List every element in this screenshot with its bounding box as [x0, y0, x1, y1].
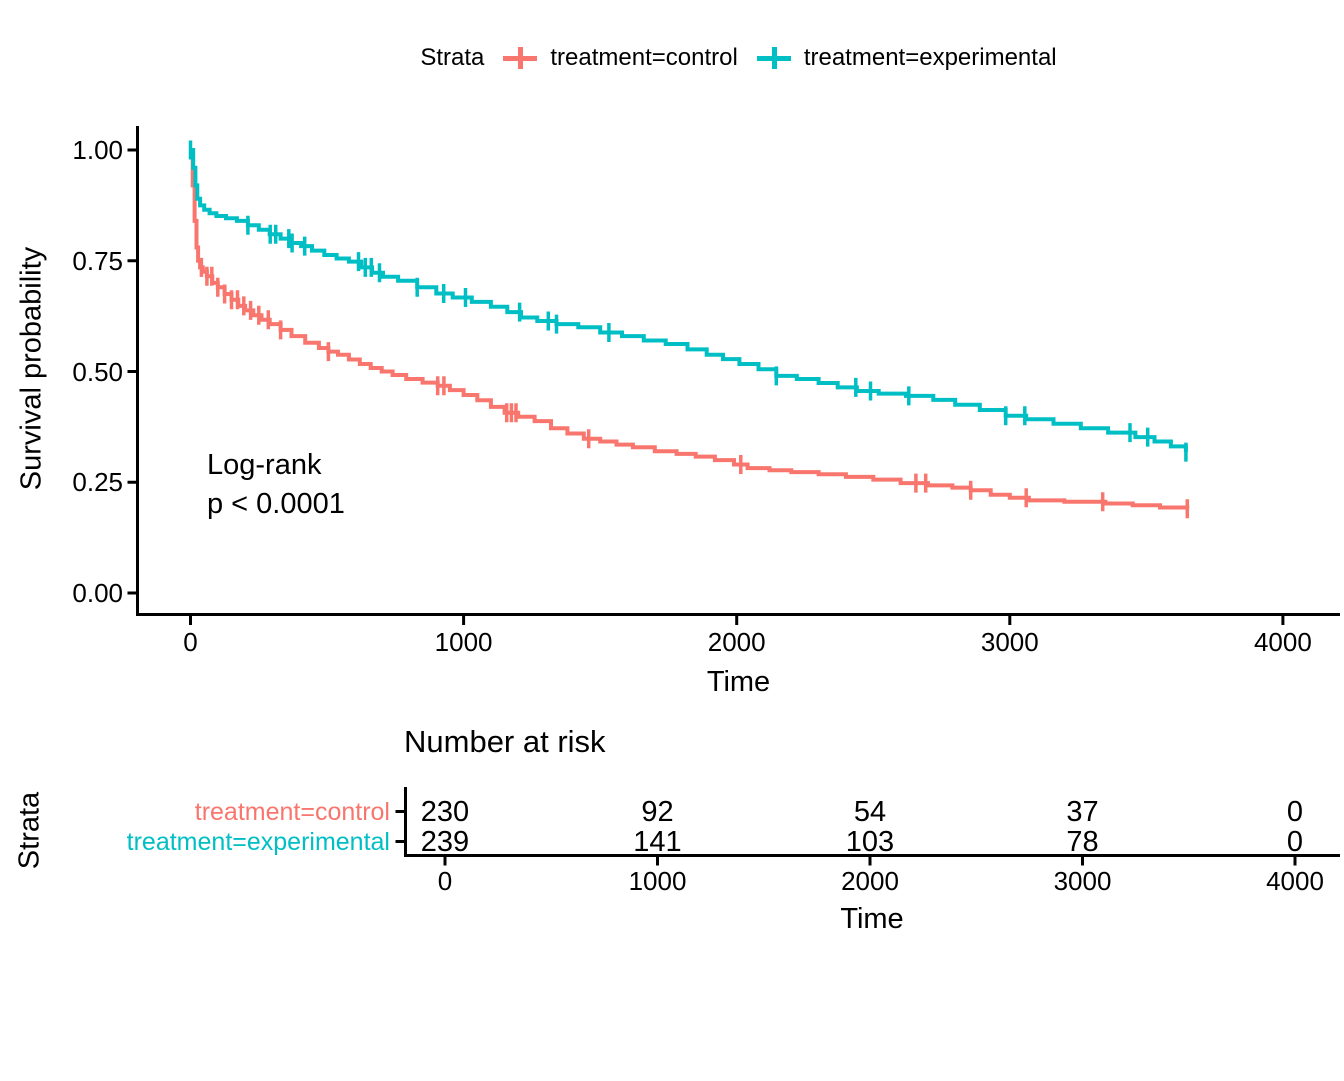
risk-count-1-0: 239	[420, 825, 470, 858]
main-y-tick-label-0: 1.00	[72, 135, 123, 165]
survival-curve-treatment=experimental	[190, 148, 1188, 453]
risk-count-1-2: 103	[845, 825, 895, 858]
risk-x-tick-label-4: 4000	[1266, 866, 1324, 896]
risk-row-label-1: treatment=experimental	[126, 827, 390, 856]
censor-marks-treatment=experimental	[188, 140, 1188, 462]
risk-count-0-1: 92	[641, 795, 674, 828]
main-x-tick-label-4: 4000	[1253, 627, 1312, 657]
legend-title: Strata	[420, 44, 485, 71]
x-axis-title: Time	[706, 666, 771, 698]
legend-key-cross-icon	[756, 45, 792, 71]
risk-count-1-3: 78	[1066, 825, 1099, 858]
legend-entry-label: treatment=experimental	[803, 44, 1057, 71]
survival-chart-canvas	[127, 126, 1340, 866]
risk-x-axis-title: Time	[840, 903, 904, 935]
risk-x-tick-label-1: 1000	[628, 866, 687, 896]
risk-x-tick-label-0: 0	[437, 866, 453, 896]
legend-entry-experimental: treatment=experimental	[756, 44, 1057, 72]
legend-entry-label: treatment=control	[550, 44, 738, 71]
risk-count-0-0: 230	[420, 795, 470, 828]
risk-count-1-1: 141	[633, 825, 682, 858]
km-plot-page: Strata treatment=control treatment=experi…	[14, 40, 1340, 935]
risk-x-tick-label-3: 3000	[1053, 866, 1112, 896]
logrank-annotation: Log-rank p < 0.0001	[207, 446, 345, 524]
main-y-tick-label-4: 0.00	[72, 578, 123, 608]
main-y-tick-label-1: 0.75	[72, 245, 123, 276]
risk-count-0-3: 37	[1066, 795, 1099, 828]
legend-key-tick	[518, 47, 524, 69]
risk-row-label-0: treatment=control	[194, 797, 390, 826]
legend-key-cross-icon	[502, 45, 538, 71]
risk-count-0-4: 0	[1286, 795, 1304, 828]
main-x-tick-label-3: 3000	[980, 627, 1039, 657]
main-x-tick-label-0: 0	[183, 627, 198, 657]
risk-table-title: Number at risk	[404, 724, 606, 759]
logrank-annotation-line1: Log-rank	[207, 449, 322, 481]
risk-count-0-2: 54	[853, 795, 887, 828]
risk-x-tick-label-2: 2000	[841, 866, 899, 896]
censor-marks-treatment=control	[199, 257, 1190, 519]
main-x-tick-label-1: 1000	[434, 627, 493, 657]
legend: Strata treatment=control treatment=experi…	[137, 40, 1340, 76]
main-y-tick-label-3: 0.25	[72, 467, 123, 498]
legend-key-tick	[771, 47, 777, 69]
logrank-annotation-line2: p < 0.0001	[207, 488, 345, 520]
legend-entry-control: treatment=control	[502, 44, 738, 72]
risk-count-1-4: 0	[1286, 825, 1304, 858]
main-y-tick-label-2: 0.50	[72, 356, 123, 387]
main-x-tick-label-2: 2000	[707, 627, 766, 657]
